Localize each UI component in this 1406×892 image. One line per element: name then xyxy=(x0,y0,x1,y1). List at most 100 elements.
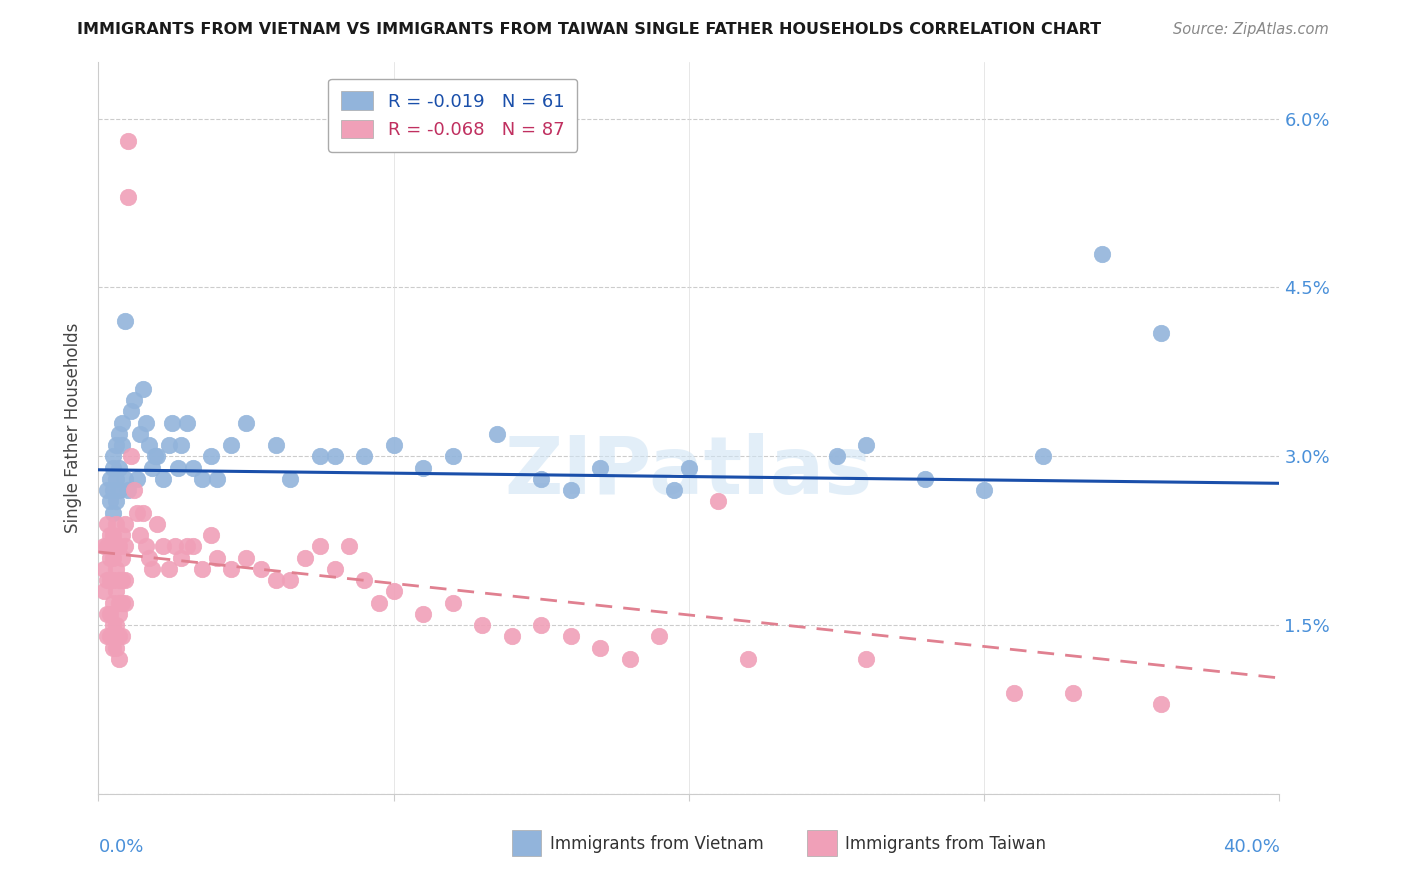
Text: Source: ZipAtlas.com: Source: ZipAtlas.com xyxy=(1173,22,1329,37)
FancyBboxPatch shape xyxy=(807,830,837,856)
Point xyxy=(111,629,134,643)
Point xyxy=(117,134,139,148)
Text: 0.0%: 0.0% xyxy=(98,838,143,855)
Point xyxy=(441,450,464,464)
Point xyxy=(120,404,142,418)
Point xyxy=(1150,697,1173,711)
Point xyxy=(973,483,995,497)
Point xyxy=(103,596,125,610)
Point xyxy=(560,629,582,643)
Point xyxy=(108,460,131,475)
Point xyxy=(108,607,131,621)
Point xyxy=(135,416,157,430)
Point xyxy=(1150,326,1173,340)
Point xyxy=(530,618,553,632)
Point xyxy=(280,472,302,486)
Point xyxy=(181,460,204,475)
Point xyxy=(98,607,121,621)
Point xyxy=(664,483,686,497)
Point xyxy=(105,539,128,553)
Point xyxy=(170,438,193,452)
Point xyxy=(191,472,214,486)
Point xyxy=(103,528,125,542)
Point xyxy=(250,562,273,576)
Point xyxy=(122,392,145,407)
Point xyxy=(105,516,128,531)
Point xyxy=(309,450,332,464)
Point xyxy=(111,573,134,587)
Point xyxy=(117,483,139,497)
Point xyxy=(108,629,131,643)
Point xyxy=(108,652,131,666)
Point xyxy=(280,573,302,587)
Point xyxy=(368,596,391,610)
Point xyxy=(111,550,134,565)
Point xyxy=(152,539,174,553)
Point xyxy=(353,450,375,464)
Point xyxy=(114,596,136,610)
Point xyxy=(235,416,257,430)
Point xyxy=(167,460,190,475)
Point xyxy=(138,438,160,452)
Point xyxy=(914,472,936,486)
Point xyxy=(103,483,125,497)
Point xyxy=(200,450,222,464)
Point xyxy=(323,450,346,464)
Point xyxy=(135,539,157,553)
Point xyxy=(96,539,118,553)
Point xyxy=(98,573,121,587)
Point xyxy=(114,472,136,486)
Point xyxy=(152,472,174,486)
Text: ZIPatlas: ZIPatlas xyxy=(505,433,873,511)
Point xyxy=(105,618,128,632)
Point xyxy=(1091,246,1114,260)
Point xyxy=(353,573,375,587)
Point xyxy=(105,562,128,576)
Point xyxy=(105,584,128,599)
Point xyxy=(117,190,139,204)
Point xyxy=(412,460,434,475)
Point xyxy=(176,416,198,430)
Point xyxy=(339,539,361,553)
Point xyxy=(108,596,131,610)
Point xyxy=(96,483,118,497)
Point xyxy=(165,539,187,553)
Point xyxy=(678,460,700,475)
Text: IMMIGRANTS FROM VIETNAM VS IMMIGRANTS FROM TAIWAN SINGLE FATHER HOUSEHOLDS CORRE: IMMIGRANTS FROM VIETNAM VS IMMIGRANTS FR… xyxy=(77,22,1101,37)
Point xyxy=(146,516,169,531)
Point xyxy=(264,438,287,452)
Point xyxy=(382,584,405,599)
Point xyxy=(93,584,115,599)
Point xyxy=(200,528,222,542)
Point xyxy=(235,550,257,565)
Point xyxy=(122,483,145,497)
Point xyxy=(98,629,121,643)
Point xyxy=(560,483,582,497)
Point xyxy=(105,640,128,655)
Point xyxy=(382,438,405,452)
Point xyxy=(96,573,118,587)
Point xyxy=(157,438,180,452)
Point xyxy=(162,416,183,430)
Point xyxy=(191,562,214,576)
Point xyxy=(96,629,118,643)
Point xyxy=(323,562,346,576)
Point xyxy=(1002,685,1025,699)
Point xyxy=(96,607,118,621)
Point xyxy=(530,472,553,486)
Point xyxy=(138,550,160,565)
FancyBboxPatch shape xyxy=(512,830,541,856)
Point xyxy=(221,438,243,452)
Text: Immigrants from Vietnam: Immigrants from Vietnam xyxy=(550,835,763,853)
Point xyxy=(128,528,150,542)
Point xyxy=(98,550,121,565)
Point xyxy=(132,506,155,520)
Point xyxy=(111,528,134,542)
Point xyxy=(264,573,287,587)
Point xyxy=(105,472,128,486)
Point xyxy=(98,472,121,486)
Point xyxy=(176,539,198,553)
Point xyxy=(825,450,848,464)
Point xyxy=(114,539,136,553)
Point xyxy=(120,450,142,464)
